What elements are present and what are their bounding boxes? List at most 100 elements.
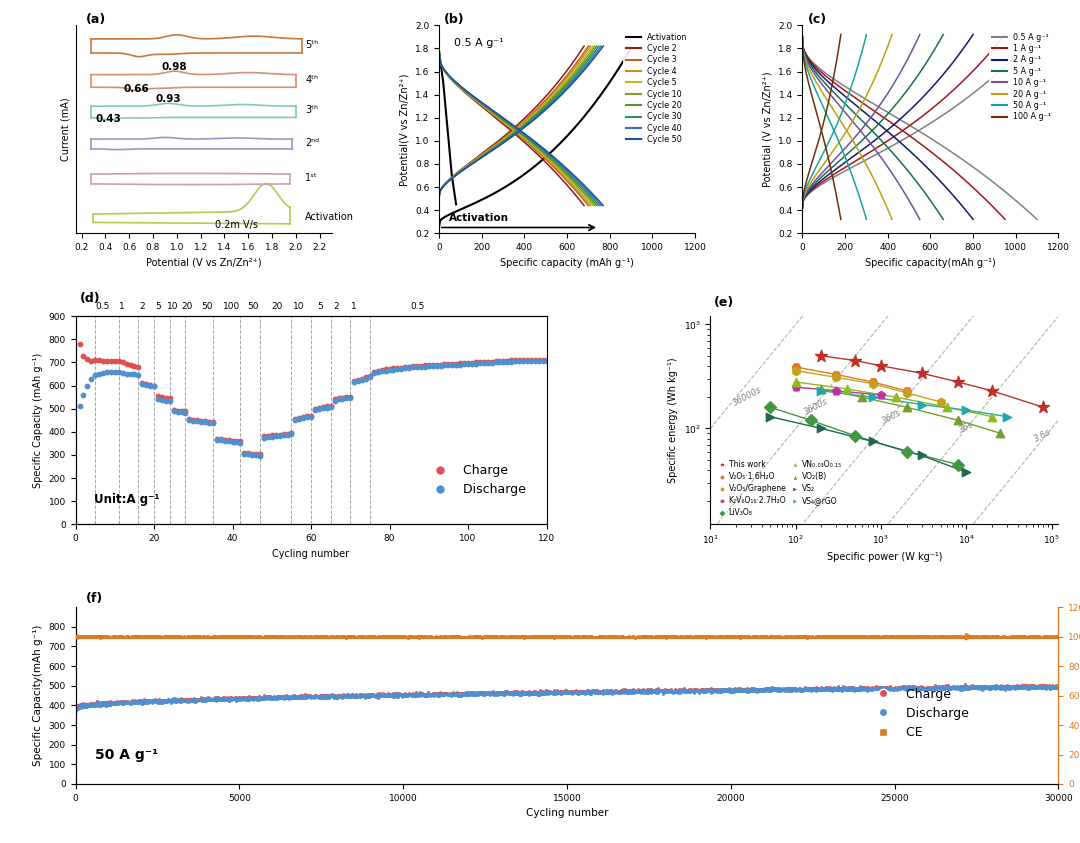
Point xyxy=(880,682,897,695)
Point xyxy=(294,690,311,704)
Point xyxy=(486,686,503,700)
Point xyxy=(768,684,785,697)
Point xyxy=(87,631,105,644)
Point xyxy=(387,688,404,701)
Point xyxy=(465,630,483,643)
Point xyxy=(796,680,813,694)
Point xyxy=(650,685,667,698)
Point xyxy=(1027,631,1044,644)
Point xyxy=(131,630,148,643)
Point xyxy=(637,630,654,643)
Point xyxy=(764,680,781,694)
Point xyxy=(806,683,823,696)
Point xyxy=(432,688,449,701)
Point xyxy=(928,630,945,643)
Point xyxy=(89,697,106,711)
Point xyxy=(495,687,512,701)
Point xyxy=(748,630,766,643)
Point xyxy=(859,680,876,694)
Point xyxy=(447,687,464,701)
Point xyxy=(555,685,572,698)
Point xyxy=(731,683,748,696)
Point xyxy=(922,681,940,695)
Point xyxy=(73,698,91,711)
Point xyxy=(531,687,549,701)
Point xyxy=(700,684,717,697)
Point xyxy=(190,693,207,706)
Point xyxy=(523,353,540,367)
Point xyxy=(484,630,501,643)
Point xyxy=(450,687,468,701)
Point xyxy=(465,688,483,701)
Point xyxy=(415,687,432,701)
Point xyxy=(445,630,462,643)
Point xyxy=(808,631,825,644)
Point xyxy=(121,695,138,709)
Point xyxy=(512,631,529,644)
Point xyxy=(376,688,393,701)
Point xyxy=(630,630,647,643)
Point xyxy=(122,697,139,711)
Point xyxy=(259,429,276,443)
Point xyxy=(1035,630,1052,643)
Text: 3.6s: 3.6s xyxy=(1032,427,1053,443)
Point xyxy=(914,680,931,694)
Point xyxy=(293,689,310,702)
Point xyxy=(79,698,96,711)
Point xyxy=(441,630,458,643)
Point xyxy=(875,682,892,695)
Point xyxy=(529,630,546,643)
Point xyxy=(638,684,656,697)
Point xyxy=(324,690,341,703)
Point xyxy=(921,631,939,644)
Point xyxy=(378,689,395,702)
Point xyxy=(688,685,705,698)
Point xyxy=(161,631,178,644)
Point xyxy=(329,689,347,702)
Point xyxy=(85,698,103,711)
Point xyxy=(73,700,91,713)
Point xyxy=(876,680,893,694)
Point xyxy=(437,630,455,643)
Point xyxy=(226,630,243,643)
Point xyxy=(70,630,87,643)
Point xyxy=(69,701,86,715)
Point xyxy=(103,695,120,709)
Point xyxy=(962,680,980,694)
Point xyxy=(779,682,796,695)
Point xyxy=(421,630,438,643)
Point xyxy=(525,685,542,698)
Point xyxy=(726,682,743,695)
Point xyxy=(853,682,870,695)
Point xyxy=(86,630,104,643)
Point xyxy=(983,630,1000,643)
Point xyxy=(908,682,926,695)
Point xyxy=(1001,631,1018,644)
Point xyxy=(986,680,1003,694)
Point xyxy=(67,703,84,717)
Point xyxy=(408,689,426,702)
Point xyxy=(820,683,837,696)
Point xyxy=(617,684,634,697)
Point xyxy=(914,680,931,694)
Point xyxy=(741,682,758,695)
Point xyxy=(1035,681,1052,695)
Point xyxy=(1004,681,1022,695)
Point xyxy=(865,681,882,695)
Point xyxy=(712,630,729,643)
Point xyxy=(434,686,451,700)
Point xyxy=(542,685,559,699)
Point xyxy=(841,683,859,696)
Point xyxy=(67,702,84,716)
Point xyxy=(796,683,813,696)
Point xyxy=(140,630,158,643)
Point xyxy=(414,688,431,701)
Point xyxy=(760,630,778,643)
Point xyxy=(688,685,705,698)
Point xyxy=(322,690,339,703)
Point xyxy=(484,685,501,699)
Point xyxy=(890,681,907,695)
Point xyxy=(499,355,516,368)
Point xyxy=(564,685,581,699)
Point xyxy=(794,684,811,697)
